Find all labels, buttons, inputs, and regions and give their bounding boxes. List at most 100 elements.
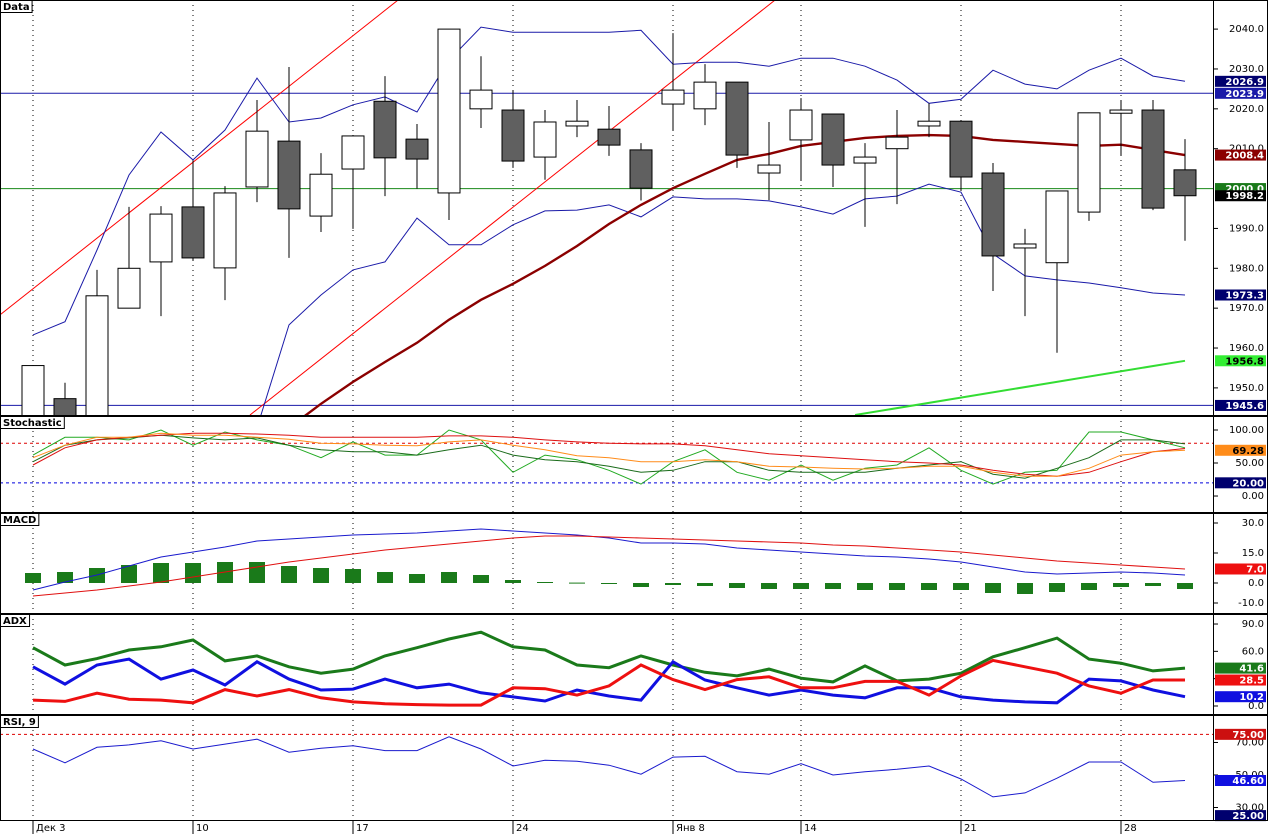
x-tick-label: 17 xyxy=(356,823,369,834)
price-marker-label: 1973.3 xyxy=(1225,291,1264,302)
histogram-bar xyxy=(345,569,361,583)
y-tick-label: 0.0 xyxy=(1248,578,1264,589)
price-marker-label: 1998.2 xyxy=(1225,191,1264,202)
candle-body xyxy=(565,120,589,127)
histogram-bar xyxy=(537,582,553,583)
price-marker-label: 2000.0 xyxy=(1225,184,1264,195)
candle-body xyxy=(85,295,109,415)
price-marker xyxy=(1215,87,1266,99)
line xyxy=(32,434,1186,479)
histogram-bar xyxy=(313,568,329,583)
candle-body xyxy=(1045,190,1069,264)
x-tick-label: Янв 8 xyxy=(676,823,705,834)
histogram-bar xyxy=(761,583,777,589)
candle-body xyxy=(949,120,973,178)
panel xyxy=(0,715,1213,820)
x-tick-label: Дек 3 xyxy=(36,823,66,834)
panel xyxy=(0,416,1213,512)
line xyxy=(32,432,1186,477)
histogram-bar xyxy=(249,562,265,583)
candle-body xyxy=(341,135,365,170)
histogram-bar xyxy=(57,572,73,583)
candle-body xyxy=(21,365,45,415)
line xyxy=(32,658,1185,707)
histogram-bar xyxy=(1177,583,1193,589)
panel-title: MACD xyxy=(3,515,36,526)
histogram-bar xyxy=(377,572,393,583)
y-tick-label: 2030.0 xyxy=(1229,64,1264,75)
price-marker xyxy=(1215,674,1266,686)
y-tick-label: 60.0 xyxy=(1242,646,1264,657)
panel-title: Data xyxy=(3,2,30,13)
candle-body xyxy=(117,267,141,309)
price-marker xyxy=(1215,662,1266,674)
histogram-bar xyxy=(633,583,649,587)
histogram-bar xyxy=(665,583,681,585)
price-marker-label: 75.00 xyxy=(1232,730,1264,741)
histogram-bar xyxy=(569,582,585,584)
histogram-bar xyxy=(1017,583,1033,594)
candle-body xyxy=(1013,243,1037,249)
histogram-bar xyxy=(985,583,1001,593)
candle-body xyxy=(53,398,77,415)
candle-body xyxy=(629,149,653,189)
histogram-bar xyxy=(185,563,201,583)
price-marker xyxy=(1215,728,1266,740)
line xyxy=(32,657,1186,705)
histogram-bar xyxy=(889,583,905,590)
candle-body xyxy=(405,138,429,160)
histogram-bar xyxy=(441,572,457,583)
histogram-bar xyxy=(25,573,41,583)
histogram-bar xyxy=(729,583,745,588)
candle-body xyxy=(917,120,941,127)
y-tick-label: 1990.0 xyxy=(1229,223,1264,234)
price-marker-label: 7.0 xyxy=(1246,565,1264,576)
candle-body xyxy=(661,89,685,105)
histogram-bar xyxy=(1049,583,1065,592)
candle-body xyxy=(1077,112,1101,213)
y-tick-label: 1960.0 xyxy=(1229,343,1264,354)
panel-title-box xyxy=(0,416,65,429)
candle-body xyxy=(373,100,397,159)
line xyxy=(32,535,1186,597)
y-tick-label: 30.0 xyxy=(1242,518,1264,529)
x-tick-label: 28 xyxy=(1124,823,1137,834)
y-tick-label: 15.0 xyxy=(1242,548,1264,559)
histogram-bar xyxy=(1113,583,1129,587)
candle-body xyxy=(981,172,1005,257)
candle-body xyxy=(437,28,461,194)
line xyxy=(32,432,1186,477)
y-tick-label: 2010.0 xyxy=(1229,144,1264,155)
histogram-bar xyxy=(1081,583,1097,590)
y-tick-label: 50.00 xyxy=(1235,458,1264,469)
candle-body xyxy=(1173,169,1197,197)
panel-title-box xyxy=(0,513,40,526)
x-tick-label: 21 xyxy=(964,823,977,834)
y-tick-label: 2020.0 xyxy=(1229,104,1264,115)
candle-body xyxy=(693,81,717,110)
panel xyxy=(32,614,1186,714)
histogram-bar xyxy=(825,583,841,589)
candle-body xyxy=(789,109,813,141)
x-tick-label: 24 xyxy=(516,823,529,834)
histogram-bar xyxy=(505,580,521,583)
panel-title-box xyxy=(0,0,33,13)
candle-body xyxy=(885,136,909,150)
candle-body xyxy=(469,89,493,110)
trendline xyxy=(854,359,1186,415)
price-marker xyxy=(1215,775,1266,787)
candle-body xyxy=(853,156,877,164)
price-marker xyxy=(1215,691,1266,703)
line xyxy=(32,630,1186,684)
y-tick-label: 30.00 xyxy=(1235,802,1264,813)
price-marker-label: 1956.8 xyxy=(1225,356,1264,367)
candle-body xyxy=(277,140,301,210)
candle-body xyxy=(757,164,781,174)
price-marker-label: 25.00 xyxy=(1232,811,1264,822)
y-tick-label: 1980.0 xyxy=(1229,263,1264,274)
histogram-bar xyxy=(793,583,809,589)
panel-title: Stochastic xyxy=(3,418,62,429)
trendline xyxy=(0,0,399,316)
price-marker xyxy=(1215,810,1266,822)
y-tick-label: 100.00 xyxy=(1229,425,1264,436)
